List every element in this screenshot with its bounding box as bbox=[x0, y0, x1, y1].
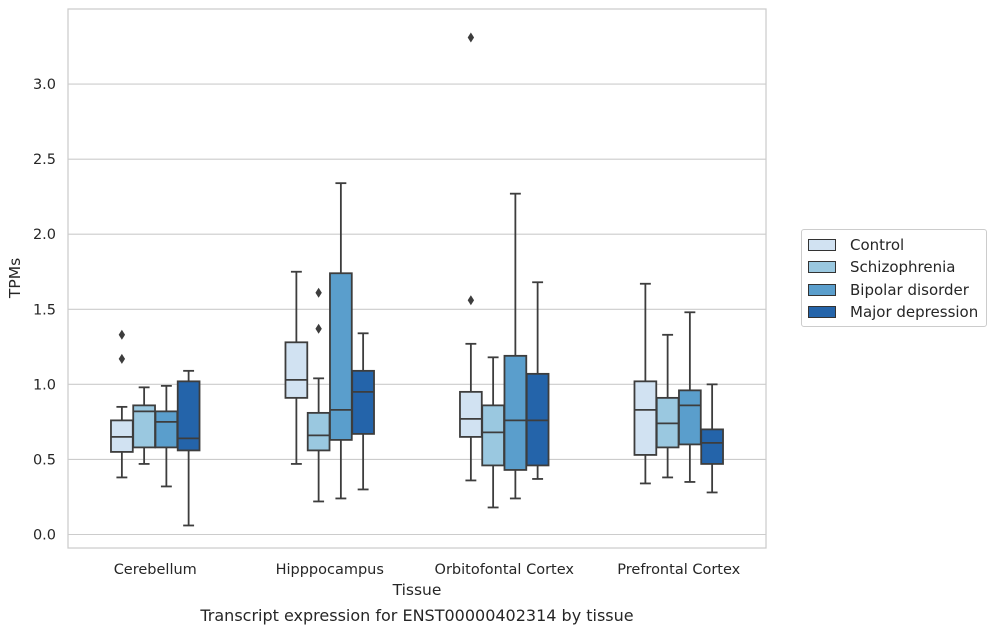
y-tick-label: 0.5 bbox=[33, 452, 56, 468]
outlier-point bbox=[118, 329, 126, 340]
x-axis-label: Tissue bbox=[392, 581, 442, 599]
legend-item-control: Control bbox=[808, 235, 904, 255]
legend-swatch-schizophrenia bbox=[808, 261, 836, 273]
outlier-point bbox=[118, 353, 126, 364]
legend: Control Schizophrenia Bipolar disorder M… bbox=[801, 229, 987, 327]
box-control bbox=[459, 32, 483, 482]
y-tick-label: 1.0 bbox=[33, 377, 56, 393]
box-iqr bbox=[633, 380, 658, 456]
chart-title: Transcript expression for ENST0000040231… bbox=[200, 606, 634, 625]
box-schizophrenia bbox=[132, 386, 156, 465]
y-tick-label: 2.0 bbox=[33, 227, 56, 243]
legend-swatch-control bbox=[808, 239, 836, 251]
y-tick-label: 1.5 bbox=[33, 302, 56, 318]
box-layer bbox=[110, 32, 724, 527]
box-iqr bbox=[329, 272, 353, 441]
box-iqr bbox=[284, 341, 309, 399]
legend-item-bipolar-disorder: Bipolar disorder bbox=[808, 280, 969, 300]
box-schizophrenia bbox=[655, 333, 680, 479]
box-control bbox=[110, 329, 134, 479]
box-bipolar-disorder bbox=[154, 384, 179, 488]
box-iqr bbox=[176, 380, 201, 452]
outlier-point bbox=[315, 323, 322, 334]
box-iqr bbox=[700, 428, 724, 465]
box-schizophrenia bbox=[306, 287, 331, 503]
legend-item-schizophrenia: Schizophrenia bbox=[808, 257, 955, 277]
y-tick-label: 3.0 bbox=[33, 77, 56, 93]
x-tick-label: Orbitofontal Cortex bbox=[435, 562, 575, 578]
legend-swatch-major-depression bbox=[808, 306, 836, 318]
y-tick-label: 0.0 bbox=[33, 527, 56, 543]
outlier-point bbox=[315, 287, 322, 298]
box-bipolar-disorder bbox=[678, 311, 702, 483]
box-major-depression bbox=[351, 332, 375, 491]
box-bipolar-disorder bbox=[503, 192, 528, 500]
box-iqr bbox=[154, 410, 179, 449]
box-bipolar-disorder bbox=[329, 182, 353, 500]
y-tick-labels: 0.0 0.5 1.0 1.5 2.0 2.5 3.0 bbox=[33, 77, 56, 543]
box-major-depression bbox=[525, 281, 550, 480]
y-tick-label: 2.5 bbox=[33, 152, 56, 168]
box-iqr bbox=[678, 389, 702, 446]
x-tick-labels: Cerebellum Hipppocampus Orbitofontal Corte… bbox=[114, 562, 741, 578]
plot-frame bbox=[67, 8, 767, 549]
outlier-point bbox=[467, 295, 475, 306]
box-major-depression bbox=[700, 383, 724, 494]
box-iqr bbox=[459, 390, 483, 438]
box-iqr bbox=[503, 354, 528, 471]
x-tick-label: Cerebellum bbox=[114, 562, 197, 578]
legend-label-control: Control bbox=[850, 236, 905, 254]
outlier-point bbox=[467, 32, 475, 43]
legend-label-schizophrenia: Schizophrenia bbox=[850, 258, 956, 276]
box-iqr bbox=[306, 411, 331, 452]
box-schizophrenia bbox=[481, 356, 505, 509]
y-axis-label: TPMs bbox=[6, 258, 24, 299]
x-tick-label: Hipppocampus bbox=[276, 562, 384, 578]
box-control bbox=[633, 282, 658, 485]
box-iqr bbox=[481, 404, 505, 467]
x-tick-label: Prefrontal Cortex bbox=[617, 562, 740, 578]
box-major-depression bbox=[176, 369, 201, 527]
legend-label-major-depression: Major depression bbox=[850, 303, 979, 321]
grid-layer bbox=[68, 83, 766, 536]
box-control bbox=[284, 270, 309, 465]
legend-item-major-depression: Major depression bbox=[808, 302, 978, 322]
legend-label-bipolar-disorder: Bipolar disorder bbox=[850, 281, 969, 299]
box-iqr bbox=[351, 369, 375, 435]
legend-swatch-bipolar-disorder bbox=[808, 284, 836, 296]
